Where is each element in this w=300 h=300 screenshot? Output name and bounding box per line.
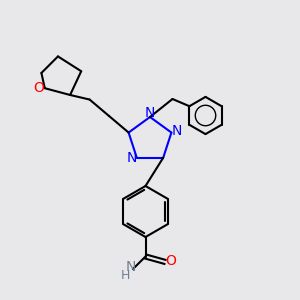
Text: N: N xyxy=(172,124,182,138)
Text: N: N xyxy=(125,260,136,274)
Text: H: H xyxy=(121,268,130,282)
Text: N: N xyxy=(145,106,155,120)
Text: O: O xyxy=(33,81,44,94)
Text: O: O xyxy=(165,254,176,268)
Text: N: N xyxy=(126,151,136,165)
